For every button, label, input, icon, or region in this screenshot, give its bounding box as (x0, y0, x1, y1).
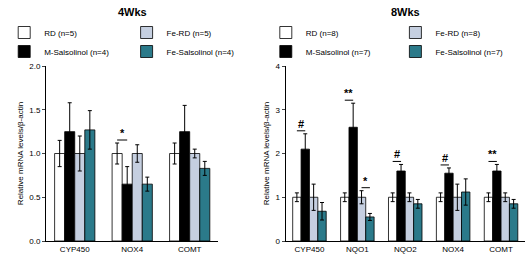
svg-text:2: 2 (275, 149, 280, 158)
svg-text:4: 4 (275, 62, 280, 71)
svg-text:1.0: 1.0 (29, 149, 41, 158)
svg-text:0.0: 0.0 (29, 237, 41, 246)
svg-text:1.5: 1.5 (29, 106, 41, 115)
svg-text:#: # (298, 118, 304, 130)
svg-text:0: 0 (275, 237, 280, 246)
svg-text:Relative mRNA levels/β-actin: Relative mRNA levels/β-actin (262, 102, 271, 205)
svg-text:Fe-Salsolinol (n=4): Fe-Salsolinol (n=4) (167, 48, 235, 57)
svg-text:#: # (394, 148, 400, 160)
svg-text:Fe-RD (n=8): Fe-RD (n=8) (435, 29, 480, 38)
svg-text:4Wks: 4Wks (118, 6, 147, 18)
svg-text:**: ** (488, 148, 497, 160)
svg-text:CYP450: CYP450 (60, 245, 90, 254)
svg-text:Fe-RD (n=5): Fe-RD (n=5) (167, 29, 212, 38)
svg-text:M-Salsolinol (n=4): M-Salsolinol (n=4) (44, 48, 109, 57)
svg-text:RD (n=8): RD (n=8) (306, 29, 339, 38)
svg-text:CYP450: CYP450 (295, 245, 325, 254)
svg-text:#: # (442, 152, 448, 164)
svg-text:*: * (120, 127, 125, 139)
svg-text:NQO2: NQO2 (394, 245, 417, 254)
svg-text:COMT: COMT (489, 245, 513, 254)
svg-text:NQO1: NQO1 (346, 245, 369, 254)
svg-text:**: ** (344, 87, 353, 99)
svg-text:*: * (363, 175, 368, 187)
svg-text:NOX4: NOX4 (121, 245, 143, 254)
svg-text:3: 3 (275, 106, 280, 115)
svg-text:Fe-Salsolinol (n=7): Fe-Salsolinol (n=7) (435, 48, 503, 57)
svg-text:M-Salsolinol (n=7): M-Salsolinol (n=7) (306, 48, 371, 57)
svg-text:8Wks: 8Wks (391, 6, 420, 18)
svg-text:Relative mRNA levels/β-actin: Relative mRNA levels/β-actin (16, 102, 25, 205)
svg-text:RD (n=5): RD (n=5) (44, 29, 77, 38)
svg-text:NOX4: NOX4 (442, 245, 464, 254)
svg-text:1: 1 (275, 193, 280, 202)
svg-text:0.5: 0.5 (29, 193, 41, 202)
svg-text:2.0: 2.0 (29, 62, 41, 71)
svg-text:COMT: COMT (178, 245, 202, 254)
